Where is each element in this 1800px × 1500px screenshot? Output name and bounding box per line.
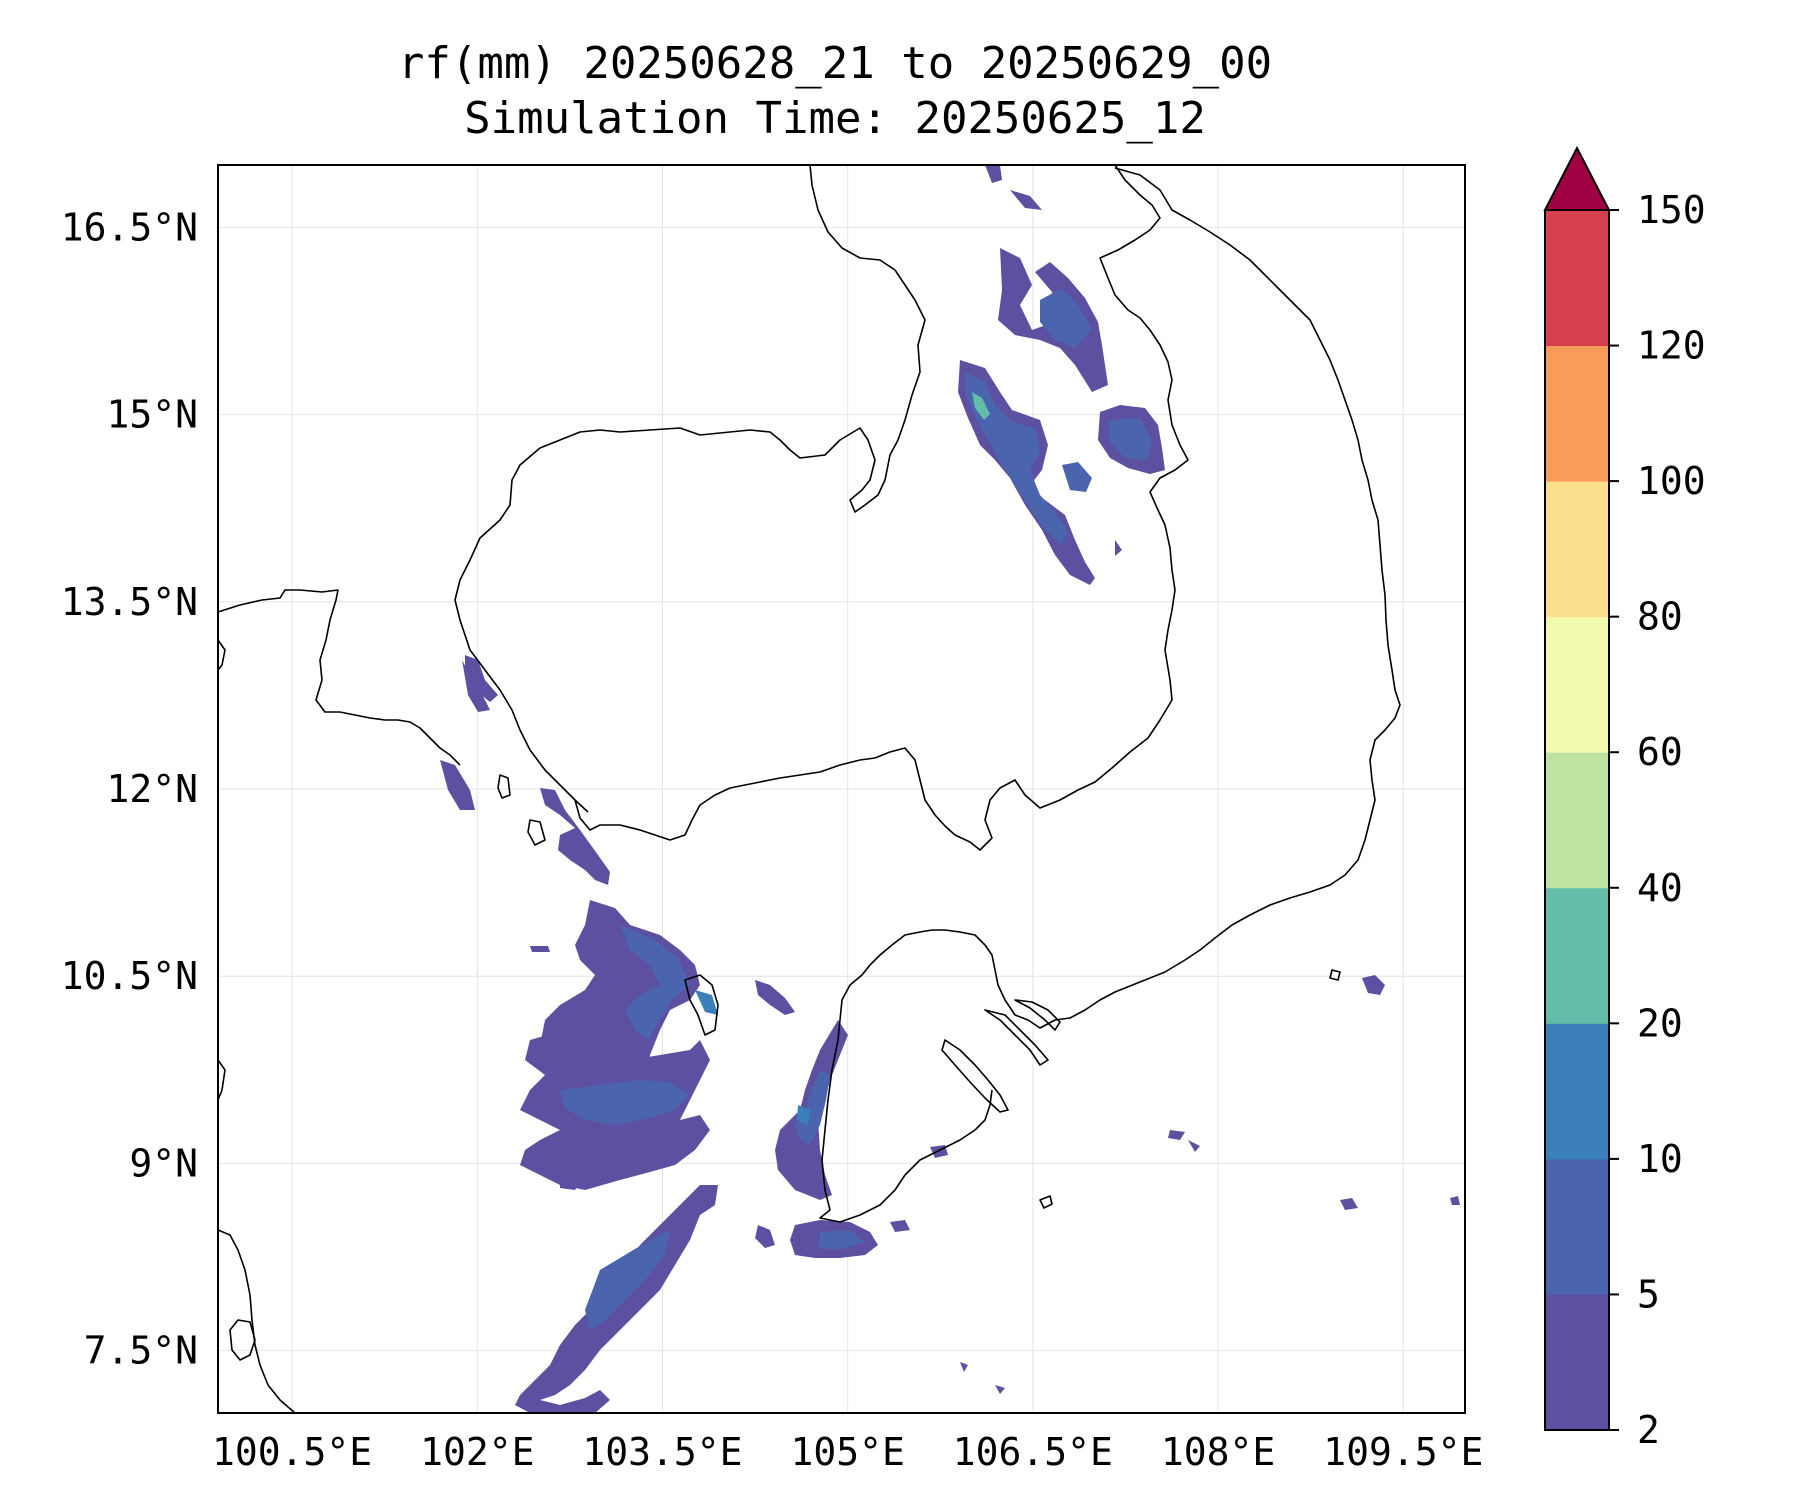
- longitude-tick-labels: 100.5°E 102°E 103.5°E 105°E 106.5°E 108°E 109.…: [212, 1430, 1483, 1474]
- coast-islet-2: [1329, 969, 1341, 981]
- lat-tick-label: 10.5°N: [61, 954, 198, 998]
- rain-area-gulf-south-tail: [515, 1390, 610, 1413]
- coast-thailand-west: [218, 589, 461, 766]
- coast-gulf-west-2: [218, 1059, 226, 1101]
- rain-area-spot-3: [1115, 540, 1122, 556]
- coast-mekong-3: [1014, 999, 1061, 1031]
- lat-tick-label: 15°N: [106, 393, 198, 437]
- lon-tick-label: 105°E: [790, 1430, 904, 1474]
- map-gridlines: [218, 165, 1465, 1413]
- rain-area-cambodia-coast-inner: [620, 925, 690, 1040]
- coast-mekong-1: [941, 1039, 1009, 1113]
- rain-area-camau-west-inner: [795, 1070, 830, 1145]
- colorbar-segment: [1545, 752, 1609, 889]
- rain-area-scs-east: [1362, 975, 1385, 995]
- lon-tick-label: 102°E: [420, 1430, 534, 1474]
- rain-area-west-gulf-1: [530, 946, 550, 952]
- map-frame: [217, 164, 1466, 1414]
- latitude-tick-labels: 16.5°N 15°N 13.5°N 12°N 10.5°N 9°N 7.5°N: [61, 205, 198, 1372]
- coast-thailand-inner: [229, 1319, 256, 1361]
- colorbar-tick-label: 60: [1637, 730, 1683, 774]
- colorbar-tick-label: 5: [1637, 1272, 1660, 1316]
- colorbar-tick-label: 120: [1637, 324, 1706, 368]
- rain-area-gulf-spot-a: [560, 1180, 580, 1190]
- rain-area-laos-peak: [972, 392, 990, 420]
- rain-area-gulf-spot-b: [624, 1158, 635, 1168]
- rain-area-koh-kong: [540, 788, 610, 885]
- coast-islands-west-2: [527, 819, 546, 846]
- rain-area-camau-peak: [797, 1105, 810, 1125]
- colorbar-tick-label: 150: [1637, 188, 1706, 232]
- rain-area-gulf-south-inner: [585, 1230, 670, 1330]
- rain-area-spot-i: [995, 1385, 1005, 1394]
- title-line-1: rf(mm) 20250628_21 to 20250629_00: [398, 38, 1272, 89]
- lat-tick-label: 7.5°N: [84, 1329, 198, 1373]
- rain-area-top-spot-2: [1010, 190, 1042, 210]
- colorbar-tick-label: 40: [1637, 866, 1683, 910]
- rain-area-spot-h: [960, 1362, 968, 1372]
- border-laos-thailand-north: [454, 165, 926, 813]
- lon-tick-label: 103.5°E: [582, 1430, 742, 1474]
- rain-area-cambodia-coast-peak: [695, 990, 718, 1015]
- coast-islands-west: [497, 774, 511, 799]
- colorbar-tick-label: 10: [1637, 1137, 1683, 1181]
- coast-gulf-west: [218, 1229, 296, 1413]
- rain-area-camau-south-inner: [818, 1230, 865, 1250]
- rain-area-kampot: [755, 980, 795, 1015]
- colorbar-tick-label: 100: [1637, 459, 1706, 503]
- rain-area-laos-core-inner: [965, 372, 1068, 545]
- rain-area-laos-east-inner: [1108, 418, 1152, 460]
- border-laos-vietnam: [574, 165, 1189, 851]
- coast-gulf-west-3: [218, 639, 226, 671]
- colorbar-tick-labels: 2 5 10 20 40 60 80 100 120 150: [1609, 188, 1706, 1452]
- colorbar-segment: [1545, 1023, 1609, 1160]
- lon-tick-label: 100.5°E: [212, 1430, 372, 1474]
- rain-area-west-gulf-2: [440, 760, 475, 810]
- rain-area-laos-north-inner: [1040, 288, 1092, 348]
- coast-islet-1: [1039, 1195, 1053, 1209]
- lat-tick-label: 9°N: [129, 1141, 198, 1185]
- colorbar-tick-label: 80: [1637, 595, 1683, 639]
- colorbar-segment: [1545, 887, 1609, 1024]
- rain-area-gulf-band-inner: [560, 1080, 690, 1125]
- rain-area-top-spot-1: [985, 165, 1002, 183]
- lon-tick-label: 106.5°E: [953, 1430, 1113, 1474]
- rainfall-contours: [440, 165, 1460, 1413]
- lat-tick-label: 13.5°N: [61, 580, 198, 624]
- lat-tick-label: 12°N: [106, 767, 198, 811]
- rain-area-laos-mid: [1062, 462, 1092, 492]
- colorbar-tick-label: 2: [1637, 1408, 1660, 1452]
- lat-tick-label: 16.5°N: [61, 205, 198, 249]
- coast-phu-quoc: [684, 974, 719, 1036]
- lon-tick-label: 109.5°E: [1323, 1430, 1483, 1474]
- colorbar-tick-label: 20: [1637, 1001, 1683, 1045]
- rain-area-west-gulf-3: [462, 660, 490, 712]
- colorbar-segment: [1545, 210, 1609, 347]
- rain-area-thailand-east: [465, 655, 498, 702]
- rain-area-spot-f: [1168, 1130, 1185, 1140]
- coastlines-and-borders: [218, 165, 1401, 1413]
- colorbar-segment: [1545, 345, 1609, 482]
- rain-area-laos-north: [998, 248, 1108, 392]
- colorbar: [1543, 145, 1611, 1431]
- colorbar-segment: [1545, 616, 1609, 753]
- rain-area-spot-d: [890, 1220, 910, 1232]
- colorbar-extend-max: [1543, 145, 1611, 211]
- lon-tick-label: 108°E: [1161, 1430, 1275, 1474]
- coast-vietnam-east: [839, 167, 1401, 1029]
- rain-area-scs-east-3: [1450, 1196, 1460, 1205]
- colorbar-segment: [1545, 1158, 1609, 1295]
- rain-area-spot-c: [755, 1225, 775, 1248]
- colorbar-outline: [1544, 209, 1610, 1431]
- coast-mekong-2: [984, 1009, 1049, 1066]
- rain-area-scs-east-2: [1340, 1198, 1358, 1210]
- colorbar-segment: [1545, 481, 1609, 618]
- rain-area-spot-g: [1188, 1140, 1200, 1152]
- colorbar-segment: [1545, 1294, 1609, 1431]
- coast-camau: [819, 1019, 993, 1223]
- title-line-2: Simulation Time: 20250625_12: [464, 93, 1206, 144]
